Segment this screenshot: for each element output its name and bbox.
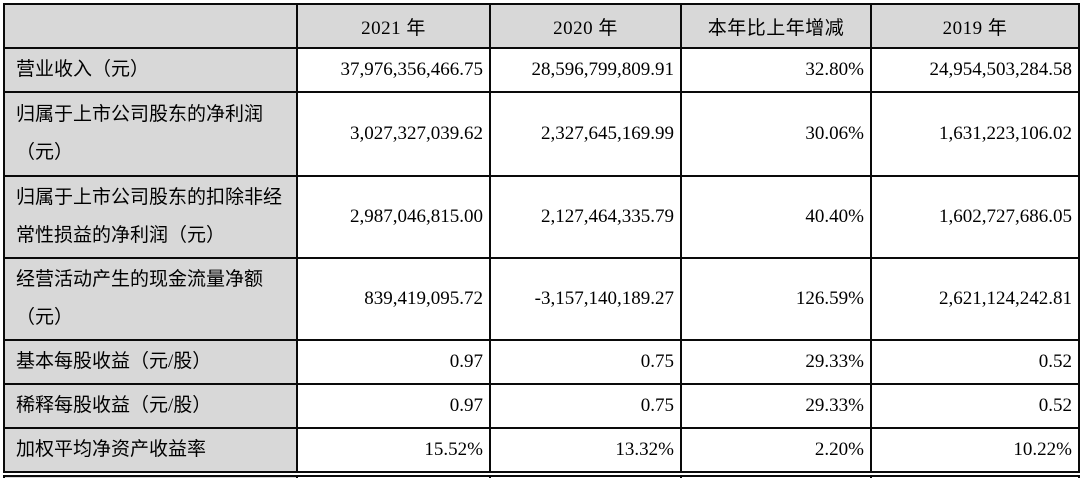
value-2021: 15.52%	[296, 427, 491, 473]
value-2021: 0.97	[296, 383, 491, 429]
value-2020: 0.75	[489, 339, 682, 385]
table-row-revenue: 营业收入（元） 37,976,356,466.75 28,596,799,809…	[3, 47, 1080, 93]
table-row-basic-eps: 基本每股收益（元/股） 0.97 0.75 29.33% 0.52	[3, 339, 1080, 385]
value-change: 2.20%	[680, 427, 872, 473]
partial-row	[3, 475, 1080, 478]
value-change: 126.59%	[680, 257, 872, 341]
value-2019: 1,631,223,106.02	[870, 91, 1080, 177]
row-label: 基本每股收益（元/股）	[3, 339, 298, 385]
value-2020: 13.32%	[489, 427, 682, 473]
row-label: 经营活动产生的现金流量净额（元）	[3, 257, 298, 341]
value-2020: 28,596,799,809.91	[489, 47, 682, 93]
value-2021: 0.97	[296, 339, 491, 385]
partial-value-cell	[680, 475, 872, 478]
value-change: 29.33%	[680, 383, 872, 429]
table-row-weighted-avg-roe: 加权平均净资产收益率 15.52% 13.32% 2.20% 10.22%	[3, 427, 1080, 473]
clipped-next-row-table	[3, 475, 1080, 478]
value-change: 32.80%	[680, 47, 872, 93]
value-2019: 0.52	[870, 383, 1080, 429]
key-financials-table: 2021 年 2020 年 本年比上年增减 2019 年 营业收入（元） 37,…	[3, 3, 1080, 473]
table-row-diluted-eps: 稀释每股收益（元/股） 0.97 0.75 29.33% 0.52	[3, 383, 1080, 429]
value-2019: 10.22%	[870, 427, 1080, 473]
row-label: 归属于上市公司股东的扣除非经常性损益的净利润（元）	[3, 175, 298, 259]
value-2019: 1,602,727,686.05	[870, 175, 1080, 259]
table-row-operating-cash-flow: 经营活动产生的现金流量净额（元） 839,419,095.72 -3,157,1…	[3, 257, 1080, 341]
value-2020: 0.75	[489, 383, 682, 429]
row-label: 加权平均净资产收益率	[3, 427, 298, 473]
value-2020: 2,127,464,335.79	[489, 175, 682, 259]
row-label: 营业收入（元）	[3, 47, 298, 93]
value-2021: 839,419,095.72	[296, 257, 491, 341]
value-change: 29.33%	[680, 339, 872, 385]
row-label: 归属于上市公司股东的净利润（元）	[3, 91, 298, 177]
value-2021: 37,976,356,466.75	[296, 47, 491, 93]
value-change: 40.40%	[680, 175, 872, 259]
value-2020: 2,327,645,169.99	[489, 91, 682, 177]
header-yoy-change: 本年比上年增减	[680, 3, 872, 49]
header-year-2020: 2020 年	[489, 3, 682, 49]
value-2021: 3,027,327,039.62	[296, 91, 491, 177]
partial-value-cell	[489, 475, 682, 478]
table-row-net-profit-excl-nonrecurring: 归属于上市公司股东的扣除非经常性损益的净利润（元） 2,987,046,815.…	[3, 175, 1080, 259]
table-row-net-profit: 归属于上市公司股东的净利润（元） 3,027,327,039.62 2,327,…	[3, 91, 1080, 177]
table-header-row: 2021 年 2020 年 本年比上年增减 2019 年	[3, 3, 1080, 49]
value-2019: 2,621,124,242.81	[870, 257, 1080, 341]
partial-value-cell	[296, 475, 491, 478]
value-change: 30.06%	[680, 91, 872, 177]
value-2020: -3,157,140,189.27	[489, 257, 682, 341]
header-blank-cell	[3, 3, 298, 49]
header-year-2021: 2021 年	[296, 3, 491, 49]
clipped-next-row	[3, 475, 1080, 478]
partial-value-cell	[870, 475, 1080, 478]
value-2019: 24,954,503,284.58	[870, 47, 1080, 93]
value-2019: 0.52	[870, 339, 1080, 385]
value-2021: 2,987,046,815.00	[296, 175, 491, 259]
partial-row-label-cell	[3, 475, 298, 478]
header-year-2019: 2019 年	[870, 3, 1080, 49]
row-label: 稀释每股收益（元/股）	[3, 383, 298, 429]
